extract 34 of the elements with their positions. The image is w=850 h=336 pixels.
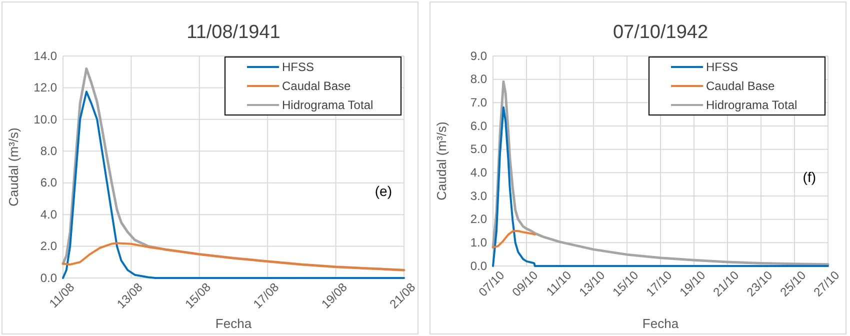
y-tick-label: 4.0 <box>40 207 58 222</box>
annotation: (f) <box>802 169 816 185</box>
x-axis-title: Fecha <box>215 316 252 331</box>
y-tick-label: 8.0 <box>470 72 488 86</box>
y-tick-label: 3.0 <box>470 188 488 203</box>
y-tick-label: 7.0 <box>470 96 488 110</box>
y-tick-label: 2.0 <box>470 212 488 226</box>
y-tick-label: 6.0 <box>40 176 58 190</box>
x-axis-title: Fecha <box>642 316 680 331</box>
line-series <box>492 230 536 248</box>
chart-title: 11/08/1941 <box>186 22 280 43</box>
chart-title: 07/10/1942 <box>612 22 708 43</box>
y-tick-label: 0.0 <box>40 270 58 285</box>
y-tick-label: 9.0 <box>470 48 488 63</box>
line-series <box>62 242 405 272</box>
legend-label: Caudal Base <box>282 79 352 94</box>
y-tick-label: 6.0 <box>470 118 488 133</box>
y-axis-title: Caudal (m³/s) <box>434 122 449 200</box>
legend-label: HFSS <box>282 60 314 74</box>
y-tick-label: 1.0 <box>470 236 488 250</box>
legend-label: Hidrograma Total <box>706 98 798 112</box>
y-axis-title: Caudal (m³/s) <box>6 128 21 206</box>
y-tick-label: 14.0 <box>34 48 58 63</box>
y-tick-label: 4.0 <box>470 166 488 180</box>
y-tick-label: 10.0 <box>34 112 58 126</box>
y-tick-label: 5.0 <box>470 142 488 156</box>
legend-label: Caudal Base <box>706 79 776 94</box>
y-tick-label: 2.0 <box>40 239 58 254</box>
y-tick-label: 0.0 <box>470 258 488 273</box>
annotation: (e) <box>374 182 392 199</box>
y-tick-label: 12.0 <box>34 80 58 95</box>
y-tick-label: 8.0 <box>40 144 58 158</box>
legend-label: HFSS <box>706 60 738 74</box>
legend-label: Hidrograma Total <box>282 98 374 112</box>
